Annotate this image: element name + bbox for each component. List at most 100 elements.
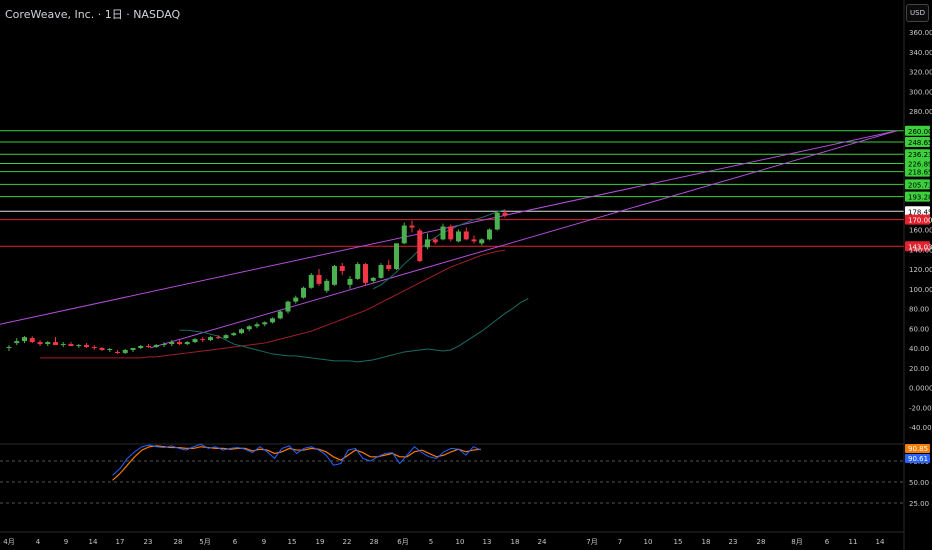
candle-body (471, 239, 477, 242)
level-price-badge (905, 166, 930, 177)
time-tick-label: 4 (36, 538, 41, 546)
channel-lower-line (149, 130, 898, 349)
stoch-k-badge (905, 454, 930, 463)
candle-body (270, 318, 275, 323)
candle-body (502, 212, 508, 216)
candle-body (177, 342, 182, 345)
candle-body (324, 280, 330, 291)
candle-body (200, 339, 206, 341)
price-tick-label: 80.00 (909, 306, 929, 314)
time-tick-label: 5 (429, 538, 433, 546)
time-tick-label: 23 (729, 538, 738, 546)
level-price-badge (905, 214, 930, 225)
candle-body (370, 277, 376, 281)
time-axis: 4月 4 9 14 17 23 28 5月 6 9 15 19 22 28 6月 5 10 13 18 24 7月 7 10… (0, 531, 904, 546)
time-tick-label: 18 (511, 538, 520, 546)
time-tick-label: 17 (116, 538, 125, 546)
candle-body (262, 322, 268, 325)
candle-body (231, 333, 237, 336)
candle-body (76, 345, 82, 347)
candle-body (53, 342, 58, 346)
price-tick-label: 340.00 (909, 49, 932, 57)
level-price-label: 170.00 (908, 217, 932, 225)
price-tick-label: 160.00 (909, 227, 932, 235)
price-tick-label: 300.00 (909, 88, 932, 96)
time-tick-label: 8月 (791, 538, 802, 546)
candle-body (487, 229, 492, 240)
candle-body (417, 230, 423, 262)
candle-body (29, 338, 35, 343)
time-tick-label: 7 (618, 538, 622, 546)
time-tick-label: 15 (674, 538, 683, 546)
upper-band (373, 209, 506, 290)
candle-body (316, 274, 322, 284)
candle-body (355, 264, 361, 279)
time-tick-label: 6月 (397, 538, 408, 546)
time-tick-label: 10 (456, 538, 465, 546)
candle-body (91, 347, 97, 349)
candle-body (394, 243, 399, 269)
time-tick-label: 9 (262, 538, 266, 546)
time-tick-label: 24 (538, 538, 547, 546)
time-tick-label: 10 (644, 538, 653, 546)
level-price-label: 205.73 (908, 181, 932, 189)
time-tick-label: 19 (316, 538, 325, 546)
time-tick-label: 28 (757, 538, 766, 546)
level-price-label: 226.89 (908, 160, 932, 168)
candle-body (138, 346, 144, 348)
time-tick-label: 13 (483, 538, 492, 546)
price-tick-label: 360.00 (909, 29, 932, 37)
candle-body (448, 226, 454, 240)
level-price-badge (905, 158, 930, 169)
time-tick-label: 4月 (3, 538, 14, 546)
stoch-tick-label: 50.00 (909, 479, 929, 487)
candle-body (223, 335, 229, 339)
time-tick-label: 7月 (586, 538, 597, 546)
candle-body (122, 349, 128, 353)
candle-body (363, 264, 368, 283)
level-price-badge (905, 136, 930, 147)
price-tick-label: 280.00 (909, 108, 932, 116)
candle-body (494, 212, 500, 230)
candle-body (115, 351, 120, 353)
candle-body (153, 345, 159, 348)
moving-average-red (40, 249, 506, 359)
candle-body (432, 239, 438, 243)
time-tick-label: 5月 (199, 538, 210, 546)
candle-body (107, 348, 113, 350)
lower-band (179, 298, 529, 363)
candle-body (301, 287, 306, 298)
price-tick-label: 320.00 (909, 69, 932, 77)
level-price-badge (905, 149, 930, 160)
level-price-badge (905, 191, 930, 202)
level-price-badge (905, 241, 930, 252)
candle-body (146, 346, 151, 348)
price-tick-label: -20.00 (909, 404, 932, 412)
moving-averages (40, 209, 529, 363)
level-price-label: 248.65 (908, 139, 932, 147)
candle-body (347, 278, 353, 285)
candle-body (378, 265, 384, 278)
level-price-badge (905, 125, 930, 136)
level-price-label: 193.28 (908, 194, 932, 202)
candle-body (68, 344, 74, 347)
time-tick-label: 15 (288, 538, 297, 546)
currency-button[interactable]: USD (906, 4, 929, 22)
candle-body (14, 341, 20, 344)
time-tick-label: 23 (144, 538, 153, 546)
candle-body (169, 342, 175, 345)
candle-body (285, 301, 291, 312)
time-tick-label: 28 (370, 538, 379, 546)
candle-body (308, 274, 314, 288)
candle-body (409, 225, 415, 228)
candle-body (339, 266, 345, 271)
level-price-label: 260.00 (908, 128, 932, 136)
candle-body (37, 342, 43, 345)
price-axis: 360.00 340.00 320.00 300.00 280.00 160.00 140.… (903, 0, 932, 550)
candle-body (84, 345, 89, 348)
candle-body (246, 326, 252, 330)
time-tick-label: 6 (825, 538, 830, 546)
